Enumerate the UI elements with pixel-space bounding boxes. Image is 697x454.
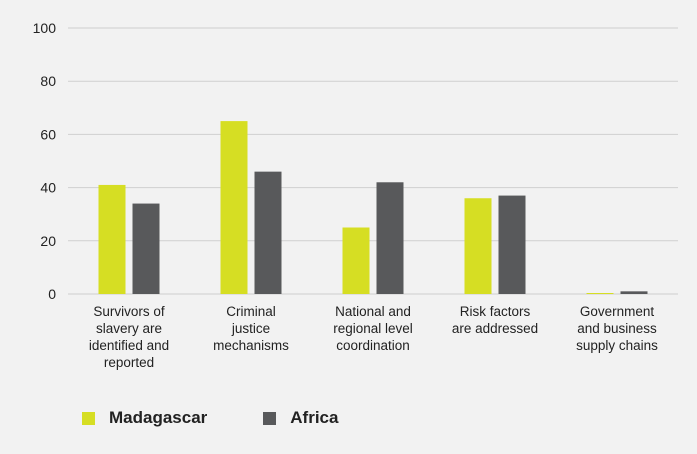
- bar-madagascar-1: [220, 121, 248, 294]
- bar-africa-1: [254, 171, 282, 294]
- category-label-line: mechanisms: [213, 338, 289, 353]
- legend-label-africa: Africa: [290, 408, 339, 427]
- legend: Madagascar Africa: [82, 408, 394, 428]
- africa-swatch-icon: [263, 411, 277, 425]
- bar-africa-0: [132, 203, 160, 294]
- legend-item-madagascar: Madagascar: [82, 408, 207, 428]
- y-tick-label: 100: [33, 20, 57, 36]
- category-label-2: National and regional level coordination: [333, 304, 413, 353]
- category-label-line: Criminal: [226, 304, 276, 319]
- bar-madagascar-3: [464, 198, 492, 294]
- category-label-4: Government and business supply chains: [576, 304, 658, 353]
- category-label-line: regional level: [333, 321, 413, 336]
- category-label-line: coordination: [336, 338, 410, 353]
- legend-item-africa: Africa: [263, 408, 338, 428]
- bar-africa-3: [498, 195, 526, 294]
- category-label-line: and business: [577, 321, 657, 336]
- y-tick-label: 60: [40, 126, 56, 142]
- bar-africa-2: [376, 182, 404, 294]
- bar-madagascar-0: [98, 184, 126, 294]
- y-tick-label: 0: [48, 286, 56, 302]
- category-label-line: justice: [231, 321, 270, 336]
- category-label-3: Risk factors are addressed: [452, 304, 538, 336]
- category-label-line: identified and: [89, 338, 169, 353]
- category-label-line: Risk factors: [460, 304, 531, 319]
- bar-africa-4: [620, 291, 648, 294]
- category-label-0: Survivors of slavery are identified and rep…: [89, 304, 169, 370]
- category-label-1: Criminal justice mechanisms: [213, 304, 289, 353]
- category-label-line: are addressed: [452, 321, 538, 336]
- category-label-line: reported: [104, 355, 154, 370]
- category-label-line: slavery are: [96, 321, 162, 336]
- bar-madagascar-4: [586, 293, 614, 294]
- y-tick-label: 40: [40, 180, 56, 196]
- y-tick-label: 20: [40, 233, 56, 249]
- category-label-line: supply chains: [576, 338, 658, 353]
- bar-madagascar-2: [342, 227, 370, 294]
- y-tick-label: 80: [40, 73, 56, 89]
- category-label-line: Government: [580, 304, 655, 319]
- category-label-line: National and: [335, 304, 411, 319]
- madagascar-swatch-icon: [82, 411, 95, 425]
- legend-label-madagascar: Madagascar: [109, 408, 208, 427]
- category-label-line: Survivors of: [93, 304, 165, 319]
